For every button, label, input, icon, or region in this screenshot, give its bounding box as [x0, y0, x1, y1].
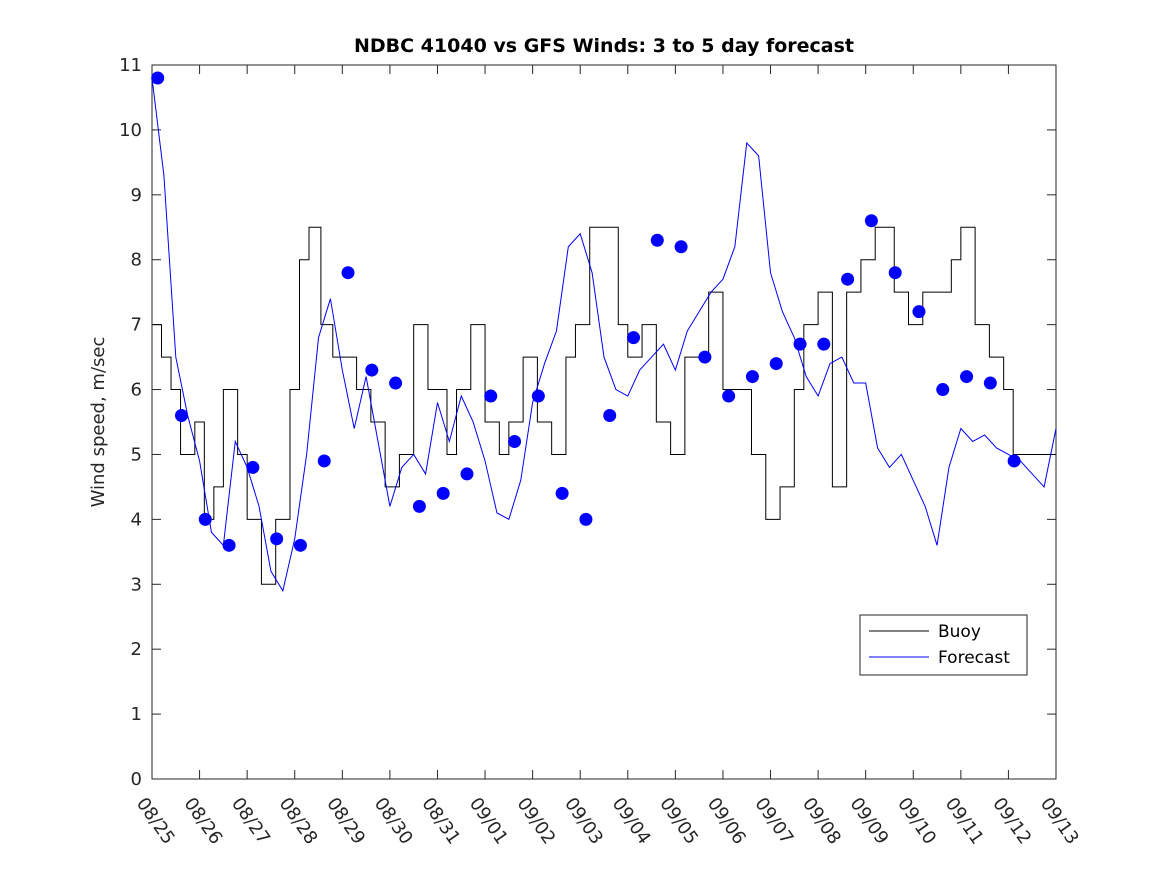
forecast-marker	[817, 337, 831, 351]
forecast-marker	[1007, 454, 1021, 468]
forecast-marker	[745, 370, 759, 384]
y-tick-label: 4	[131, 509, 142, 530]
forecast-marker	[365, 363, 379, 377]
forecast-marker	[222, 538, 236, 552]
series-buoy	[152, 226, 1056, 585]
forecast-marker	[912, 305, 926, 319]
forecast-marker	[531, 389, 545, 403]
forecast-marker	[579, 512, 593, 526]
forecast-marker	[484, 389, 498, 403]
forecast-marker	[698, 350, 712, 364]
forecast-marker	[412, 499, 426, 513]
forecast-marker	[983, 376, 997, 390]
legend-buoy-label: Buoy	[938, 622, 981, 642]
buoy-line	[152, 226, 1056, 585]
y-tick-label: 6	[131, 380, 142, 401]
forecast-line	[151, 77, 1057, 593]
forecast-marker	[864, 214, 878, 228]
forecast-marker	[888, 266, 902, 280]
forecast-marker	[793, 337, 807, 351]
y-tick-label: 9	[131, 185, 142, 206]
forecast-marker	[960, 370, 974, 384]
forecast-marker	[198, 512, 212, 526]
forecast-marker	[603, 409, 617, 423]
y-tick-label: 7	[131, 315, 142, 336]
forecast-marker	[151, 71, 165, 85]
series-forecast	[151, 77, 1057, 593]
y-tick-label: 0	[131, 769, 142, 790]
y-tick-label: 8	[131, 250, 142, 271]
forecast-marker	[722, 389, 736, 403]
axis-ticks	[151, 64, 1057, 780]
forecast-marker	[650, 233, 664, 247]
y-tick-label: 11	[119, 55, 142, 76]
forecast-marker	[436, 486, 450, 500]
y-tick-label: 5	[131, 444, 142, 465]
forecast-marker	[317, 454, 331, 468]
chart-title: NDBC 41040 vs GFS Winds: 3 to 5 day fore…	[354, 35, 854, 57]
forecast-marker	[769, 357, 783, 371]
y-axis-label: Wind speed, m/sec	[88, 337, 109, 508]
forecast-marker	[841, 272, 855, 286]
forecast-marker	[936, 383, 950, 397]
forecast-marker	[270, 532, 284, 546]
forecast-marker	[174, 409, 188, 423]
y-tick-label: 10	[119, 120, 142, 141]
forecast-marker	[341, 266, 355, 280]
legend: Buoy Forecast	[859, 614, 1028, 676]
y-tick-label: 1	[131, 704, 142, 725]
forecast-marker	[626, 331, 640, 345]
forecast-marker	[460, 467, 474, 481]
forecast-marker	[508, 434, 522, 448]
y-tick-labels: 0 1 2 3 4 5 6 7 8 9 10 11	[119, 55, 142, 790]
y-tick-label: 2	[131, 639, 142, 660]
y-tick-label: 3	[131, 574, 142, 595]
legend-box	[859, 614, 1028, 676]
forecast-marker	[674, 240, 688, 254]
forecast-marker	[555, 486, 569, 500]
forecast-marker	[389, 376, 403, 390]
legend-forecast-label: Forecast	[938, 648, 1010, 668]
forecast-marker	[246, 460, 260, 474]
forecast-marker	[293, 538, 307, 552]
series-forecast-markers	[151, 71, 1021, 552]
